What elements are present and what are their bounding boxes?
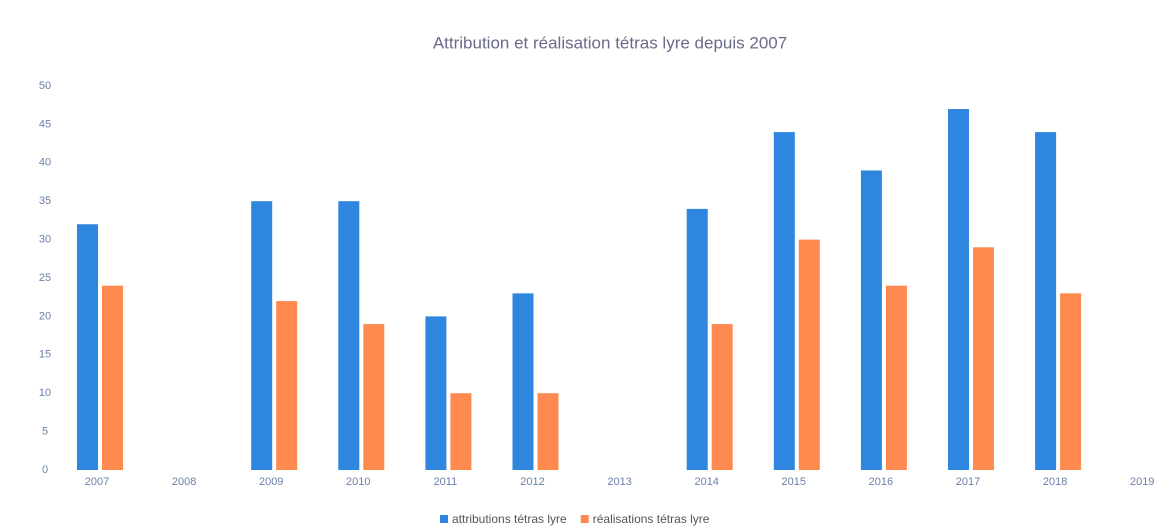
x-tick-label: 2015: [782, 476, 806, 488]
y-tick-label: 25: [39, 272, 51, 284]
legend-swatch: [440, 515, 448, 523]
y-tick-label: 40: [39, 157, 51, 169]
bar: [425, 316, 447, 470]
bar: [1035, 132, 1057, 470]
bar: [948, 109, 969, 470]
x-tick-label: 2012: [520, 476, 544, 488]
bar: [711, 324, 733, 470]
y-tick-label: 5: [42, 426, 48, 438]
x-tick-label: 2014: [694, 476, 718, 488]
chart-title: Attribution et réalisation tétras lyre d…: [433, 33, 787, 52]
legend-label: réalisations tétras lyre: [593, 512, 710, 526]
x-tick-label: 2007: [85, 476, 109, 488]
bar: [885, 285, 907, 470]
x-tick-label: 2013: [607, 476, 631, 488]
bar: [77, 224, 98, 470]
bar: [1060, 293, 1082, 470]
legend: attributions tétras lyre réalisations tét…: [440, 512, 710, 526]
legend-label: attributions tétras lyre: [452, 512, 567, 526]
bar: [338, 201, 360, 470]
bar: [363, 324, 385, 470]
x-tick-label: 2016: [869, 476, 893, 488]
x-tick-label: 2010: [346, 476, 370, 488]
bar: [798, 239, 820, 470]
y-tick-label: 20: [39, 310, 51, 322]
bar: [860, 170, 882, 471]
y-tick-label: 50: [39, 80, 51, 92]
x-tick-label: 2011: [434, 476, 458, 488]
y-tick-label: 45: [39, 118, 51, 130]
bar: [102, 285, 123, 470]
y-tick-label: 15: [39, 349, 51, 361]
bar: [973, 247, 994, 470]
y-tick-label: 30: [39, 234, 51, 246]
x-tick-label: 2009: [259, 476, 283, 488]
x-tick-label: 2008: [172, 476, 196, 488]
x-tick-label: 2019: [1130, 476, 1154, 488]
legend-swatch: [580, 515, 589, 523]
x-tick-label: 2017: [956, 476, 980, 488]
bar: [686, 208, 708, 470]
bar: [537, 393, 559, 470]
bar: [276, 301, 298, 470]
bar: [512, 293, 534, 470]
bar: [251, 201, 273, 470]
y-tick-label: 0: [42, 464, 48, 476]
y-tick-label: 35: [39, 195, 51, 207]
y-tick-label: 10: [39, 387, 51, 399]
x-tick-label: 2018: [1043, 476, 1067, 488]
bar: [450, 393, 472, 470]
bar: [773, 132, 795, 470]
